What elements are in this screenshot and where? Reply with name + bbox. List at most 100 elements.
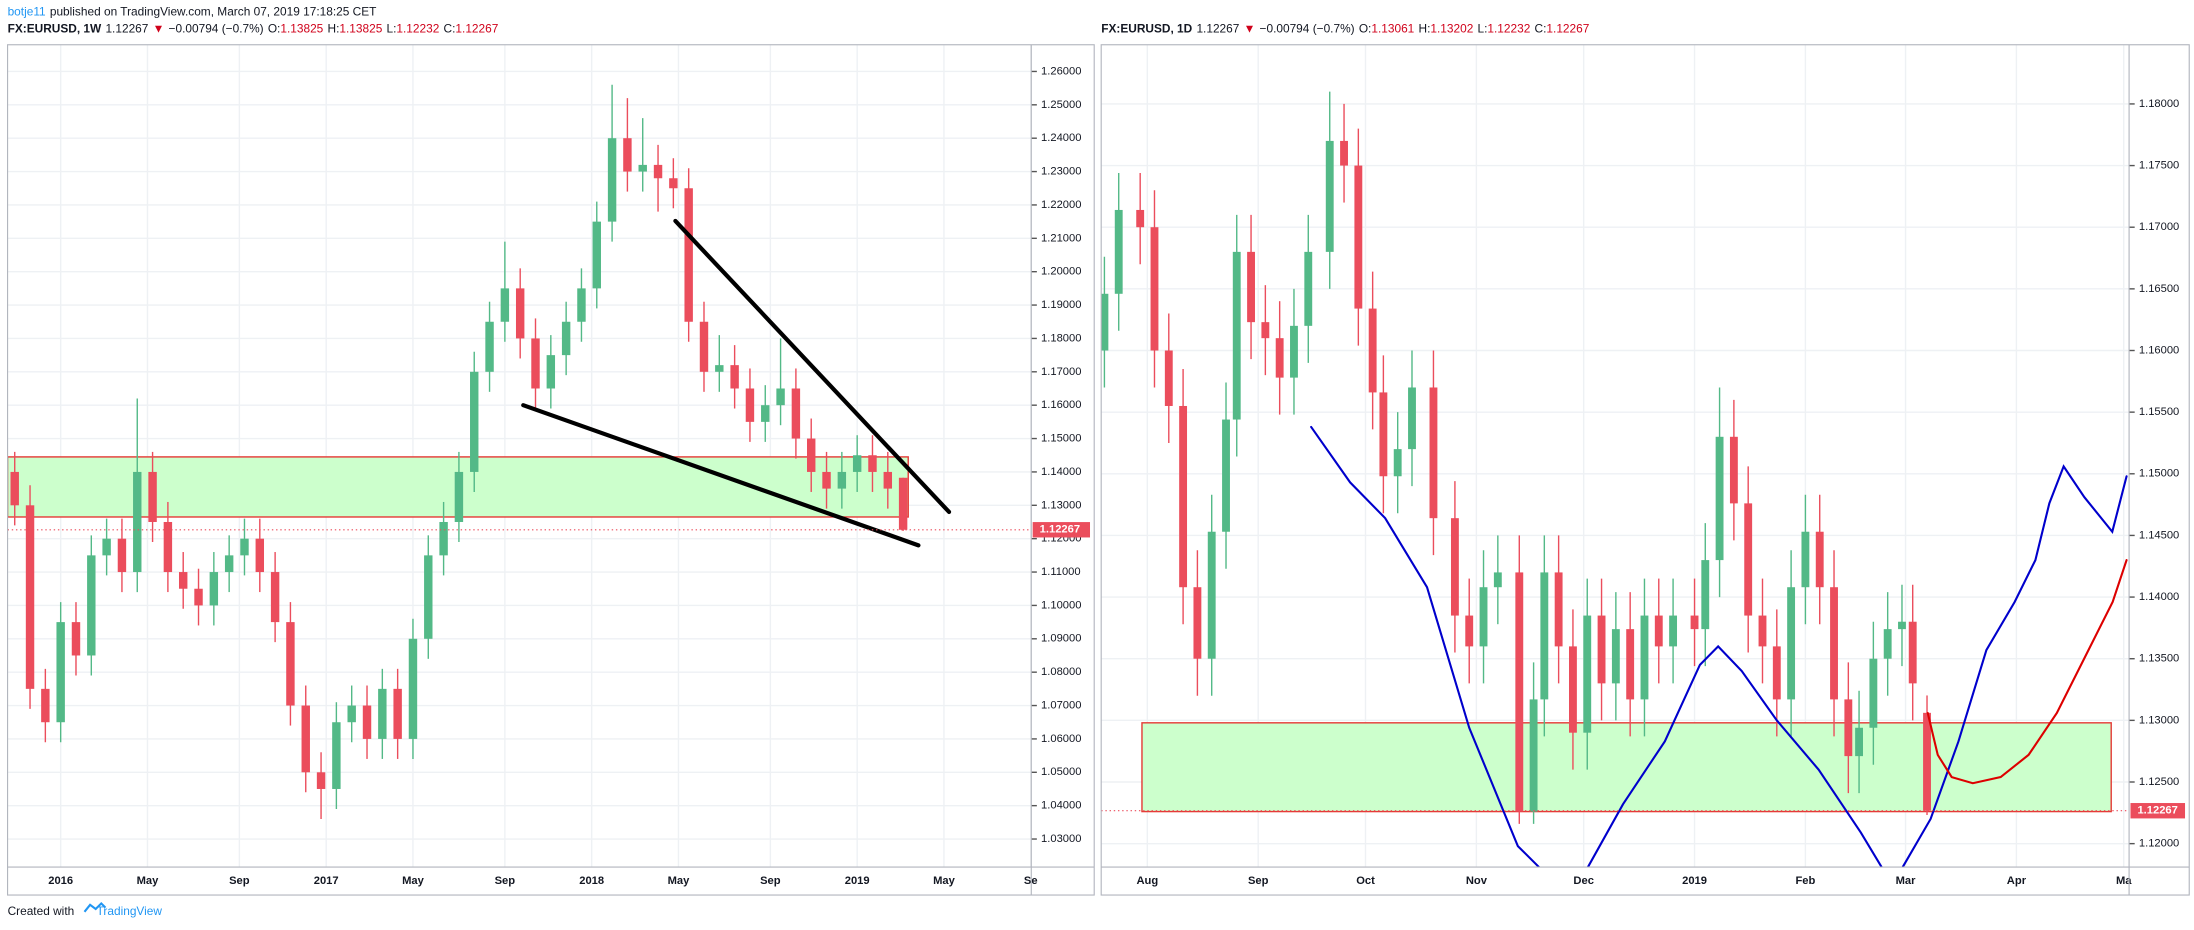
- candle-body: [638, 164, 647, 172]
- candle-body: [1597, 615, 1606, 684]
- candle-body: [240, 538, 249, 556]
- candle-body: [1275, 338, 1284, 378]
- candle-body: [1744, 503, 1753, 616]
- candle-body: [25, 505, 35, 689]
- y-tick-label: 1.10000: [1041, 599, 1081, 611]
- candle-body: [378, 688, 387, 739]
- y-tick-label: 1.14000: [2139, 591, 2179, 603]
- candle-body: [102, 538, 111, 556]
- x-tick-label: Dec: [1573, 875, 1593, 887]
- candle-body: [1429, 387, 1438, 519]
- y-tick-label: 1.05000: [1041, 766, 1081, 778]
- candle-body: [194, 588, 203, 606]
- candle-body: [1114, 209, 1123, 294]
- legend-item: L:: [387, 22, 397, 36]
- candle-body: [730, 365, 739, 389]
- candle-body: [393, 688, 402, 739]
- y-tick-label: 1.15000: [2139, 468, 2179, 480]
- candle-body: [56, 622, 65, 723]
- x-tick-label: Sep: [760, 875, 781, 887]
- candle-body: [761, 405, 770, 422]
- legend: FX:EURUSD, 1W 1.12267 ▼ −0.00794 (−0.7%) O:1…: [8, 22, 499, 36]
- legend-item: 1.13061: [1371, 22, 1414, 36]
- legend-item: 1.12267: [105, 22, 148, 36]
- drawn-line: [1310, 425, 2128, 868]
- drawn-line: [1926, 559, 2128, 785]
- candle-body: [1450, 518, 1459, 616]
- candle-body: [1626, 629, 1635, 700]
- candle-body: [837, 471, 847, 489]
- candle-body: [1898, 621, 1906, 630]
- legend-item: 1.12232: [396, 22, 439, 36]
- candle-body: [1304, 251, 1313, 326]
- x-tick-label: 2016: [48, 875, 73, 887]
- candle-body: [1164, 350, 1173, 406]
- candle-body: [1908, 621, 1917, 684]
- candle-body: [1222, 419, 1230, 532]
- x-tick-label: Mar: [1896, 875, 1917, 887]
- footer-brand[interactable]: TradingView: [97, 904, 163, 918]
- candle-body: [1408, 387, 1416, 450]
- candle-body: [1883, 629, 1892, 659]
- candle-body: [1479, 587, 1488, 647]
- candle-body: [1844, 699, 1853, 757]
- y-tick-label: 1.24000: [1041, 132, 1081, 144]
- legend-item: C:: [444, 22, 456, 36]
- candle-body: [898, 477, 908, 530]
- candle-body: [1179, 405, 1188, 588]
- legend-item: L:: [1478, 22, 1488, 36]
- legend-item: 1.12232: [1487, 22, 1530, 36]
- candle-body: [1569, 646, 1577, 733]
- candle-body: [699, 321, 709, 372]
- candle-body: [347, 705, 356, 723]
- candle-body: [684, 188, 693, 322]
- candle-body: [209, 572, 219, 606]
- candle-body: [424, 555, 433, 639]
- candle-body: [1232, 251, 1241, 420]
- candle-body: [1340, 140, 1348, 166]
- candle-body: [1493, 572, 1502, 588]
- x-tick-label: 2019: [1682, 875, 1707, 887]
- candle-body: [515, 288, 525, 339]
- y-tick-label: 1.19000: [1041, 299, 1081, 311]
- candle-body: [41, 688, 50, 723]
- y-tick-label: 1.17500: [2139, 160, 2179, 172]
- candle-body: [133, 471, 142, 573]
- candle-body: [577, 288, 586, 322]
- candle-body: [1801, 531, 1810, 588]
- candle-body: [791, 388, 801, 439]
- panel-border: [1100, 44, 2190, 896]
- y-tick-label: 1.21000: [1041, 232, 1081, 244]
- candle-body: [1540, 572, 1549, 700]
- candle-body: [883, 471, 893, 489]
- x-tick-label: Aug: [1136, 875, 1158, 887]
- plot: [1101, 44, 2130, 868]
- candle-body: [1669, 615, 1678, 647]
- y-tick-label: 1.03000: [1041, 833, 1081, 845]
- candle-body: [1325, 140, 1334, 252]
- y-tick-label: 1.16500: [2139, 283, 2179, 295]
- candle-body: [270, 572, 280, 623]
- candle-body: [332, 722, 341, 789]
- footer-text: Created with: [8, 904, 75, 918]
- candle-body: [546, 355, 556, 389]
- last-price-label: 1.12267: [2137, 805, 2177, 817]
- y-tick-label: 1.18000: [1041, 332, 1081, 344]
- candle-body: [1465, 615, 1474, 647]
- drawn-line: [521, 403, 921, 548]
- candle-body: [807, 438, 816, 472]
- candle-body: [1354, 165, 1363, 309]
- y-tick-label: 1.11000: [1041, 566, 1081, 578]
- candle-body: [71, 622, 81, 656]
- legend-item: 1.13202: [1430, 22, 1473, 36]
- y-tick-label: 1.15000: [1041, 433, 1081, 445]
- author[interactable]: botje11: [8, 5, 46, 19]
- x-tick-label: May: [402, 875, 425, 887]
- y-tick-label: 1.14000: [1041, 466, 1081, 478]
- candle-body: [1690, 615, 1699, 630]
- candle-body: [868, 455, 877, 472]
- candle-body: [1830, 587, 1838, 700]
- candle-body: [822, 471, 831, 489]
- candle-body: [178, 572, 188, 589]
